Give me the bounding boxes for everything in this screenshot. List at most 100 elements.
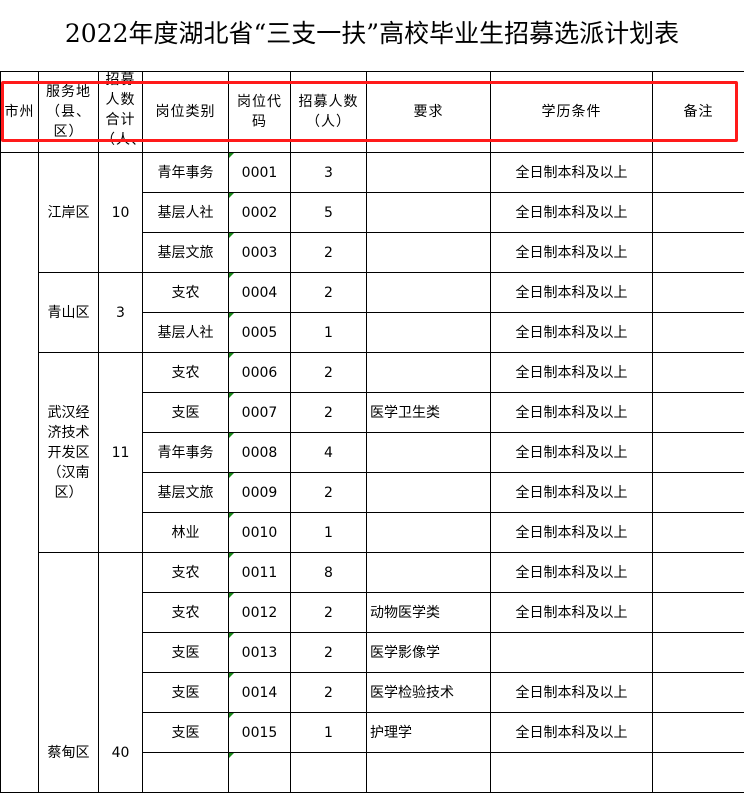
requirement-cell bbox=[367, 433, 491, 473]
requirement-cell: 动物医学类 bbox=[367, 593, 491, 633]
category-cell bbox=[143, 753, 229, 793]
code-cell: 0011 bbox=[229, 553, 291, 593]
requirement-cell bbox=[367, 473, 491, 513]
district-cell: 青山区 bbox=[39, 273, 99, 353]
total-cell: 40 bbox=[99, 553, 143, 793]
education-cell: 全日制本科及以上 bbox=[491, 713, 653, 753]
requirement-cell bbox=[367, 313, 491, 353]
code-cell: 0014 bbox=[229, 673, 291, 713]
requirement-cell bbox=[367, 753, 491, 793]
category-cell: 青年事务 bbox=[143, 433, 229, 473]
district-cell: 武汉经济技术开发区（汉南区） bbox=[39, 353, 99, 553]
category-cell: 基层人社 bbox=[143, 193, 229, 233]
category-cell: 支医 bbox=[143, 673, 229, 713]
remarks-cell bbox=[653, 673, 744, 713]
count-cell: 8 bbox=[291, 553, 367, 593]
header-city: 市州 bbox=[1, 72, 39, 153]
code-cell bbox=[229, 753, 291, 793]
education-cell: 全日制本科及以上 bbox=[491, 513, 653, 553]
count-cell: 2 bbox=[291, 273, 367, 313]
remarks-cell bbox=[653, 553, 744, 593]
remarks-cell bbox=[653, 433, 744, 473]
count-cell: 3 bbox=[291, 153, 367, 193]
count-cell: 1 bbox=[291, 313, 367, 353]
category-cell: 支医 bbox=[143, 393, 229, 433]
remarks-cell bbox=[653, 153, 744, 193]
count-cell: 2 bbox=[291, 593, 367, 633]
count-cell: 1 bbox=[291, 513, 367, 553]
category-cell: 基层文旅 bbox=[143, 473, 229, 513]
remarks-cell bbox=[653, 233, 744, 273]
header-requirement: 要求 bbox=[367, 72, 491, 153]
district-cell: 江岸区 bbox=[39, 153, 99, 273]
requirement-cell: 医学检验技术 bbox=[367, 673, 491, 713]
code-cell: 0004 bbox=[229, 273, 291, 313]
education-cell: 全日制本科及以上 bbox=[491, 673, 653, 713]
count-cell: 5 bbox=[291, 193, 367, 233]
education-cell: 全日制本科及以上 bbox=[491, 473, 653, 513]
code-cell: 0015 bbox=[229, 713, 291, 753]
count-cell: 2 bbox=[291, 673, 367, 713]
recruitment-plan-table: 市州 服务地（县、区） 招募人数合计（人、 岗位类别 岗位代码 招募人数（人） … bbox=[0, 71, 744, 793]
requirement-cell bbox=[367, 193, 491, 233]
education-cell: 全日制本科及以上 bbox=[491, 353, 653, 393]
requirement-cell bbox=[367, 273, 491, 313]
code-cell: 0010 bbox=[229, 513, 291, 553]
category-cell: 支医 bbox=[143, 633, 229, 673]
education-cell: 全日制本科及以上 bbox=[491, 153, 653, 193]
count-cell: 2 bbox=[291, 633, 367, 673]
code-cell: 0005 bbox=[229, 313, 291, 353]
education-cell: 全日制本科及以上 bbox=[491, 273, 653, 313]
code-cell: 0007 bbox=[229, 393, 291, 433]
education-cell: 全日制本科及以上 bbox=[491, 593, 653, 633]
code-cell: 0013 bbox=[229, 633, 291, 673]
total-cell: 11 bbox=[99, 353, 143, 553]
education-cell: 全日制本科及以上 bbox=[491, 233, 653, 273]
header-count: 招募人数（人） bbox=[291, 72, 367, 153]
requirement-cell bbox=[367, 513, 491, 553]
category-cell: 基层文旅 bbox=[143, 233, 229, 273]
count-cell: 2 bbox=[291, 353, 367, 393]
education-cell: 全日制本科及以上 bbox=[491, 393, 653, 433]
category-cell: 支农 bbox=[143, 553, 229, 593]
header-remarks: 备注 bbox=[653, 72, 744, 153]
remarks-cell bbox=[653, 513, 744, 553]
requirement-cell bbox=[367, 153, 491, 193]
city-cell bbox=[1, 153, 39, 793]
count-cell: 2 bbox=[291, 393, 367, 433]
category-cell: 支医 bbox=[143, 713, 229, 753]
requirement-cell bbox=[367, 353, 491, 393]
district-cell: 蔡甸区 bbox=[39, 553, 99, 793]
remarks-cell bbox=[653, 193, 744, 233]
remarks-cell bbox=[653, 393, 744, 433]
header-category: 岗位类别 bbox=[143, 72, 229, 153]
code-cell: 0003 bbox=[229, 233, 291, 273]
category-cell: 支农 bbox=[143, 353, 229, 393]
count-cell: 2 bbox=[291, 473, 367, 513]
remarks-cell bbox=[653, 473, 744, 513]
requirement-cell: 医学影像学 bbox=[367, 633, 491, 673]
requirement-cell: 医学卫生类 bbox=[367, 393, 491, 433]
remarks-cell bbox=[653, 713, 744, 753]
code-cell: 0002 bbox=[229, 193, 291, 233]
requirement-cell: 护理学 bbox=[367, 713, 491, 753]
total-cell: 3 bbox=[99, 273, 143, 353]
category-cell: 支农 bbox=[143, 273, 229, 313]
header-education: 学历条件 bbox=[491, 72, 653, 153]
education-cell bbox=[491, 633, 653, 673]
code-cell: 0008 bbox=[229, 433, 291, 473]
count-cell: 1 bbox=[291, 713, 367, 753]
total-cell: 10 bbox=[99, 153, 143, 273]
remarks-cell bbox=[653, 353, 744, 393]
remarks-cell bbox=[653, 633, 744, 673]
requirement-cell bbox=[367, 553, 491, 593]
code-cell: 0012 bbox=[229, 593, 291, 633]
education-cell: 全日制本科及以上 bbox=[491, 553, 653, 593]
count-cell: 2 bbox=[291, 233, 367, 273]
remarks-cell bbox=[653, 273, 744, 313]
remarks-cell bbox=[653, 593, 744, 633]
